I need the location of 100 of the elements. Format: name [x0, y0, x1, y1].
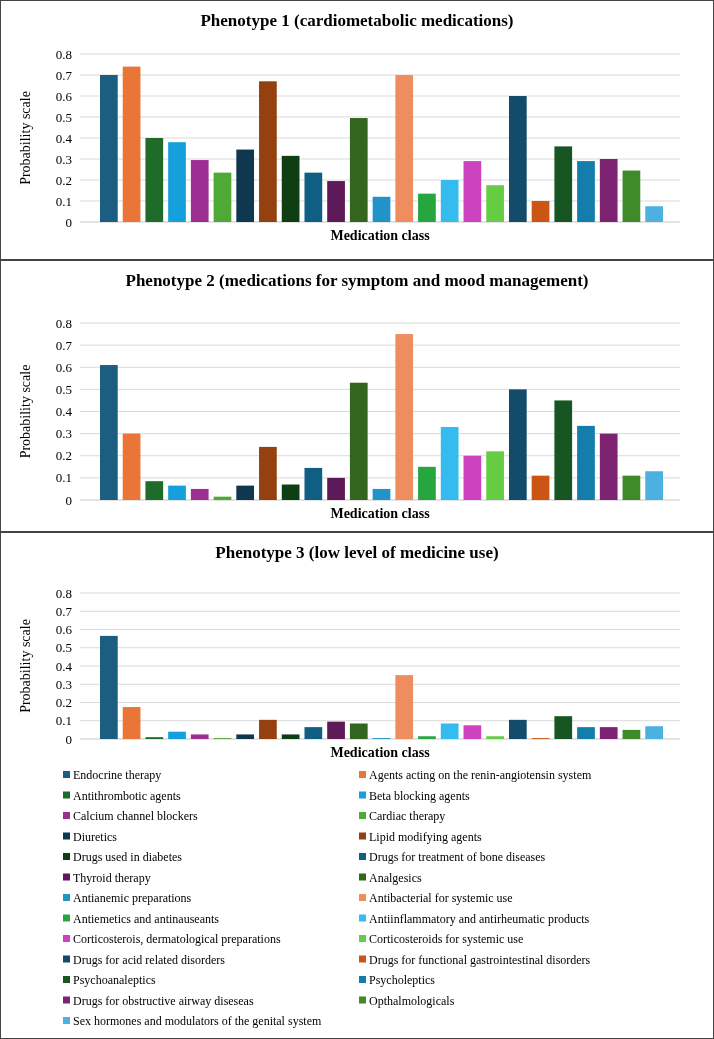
chart-title: Phenotype 1 (cardiometabolic medications) [200, 11, 514, 30]
bar [168, 485, 186, 500]
x-axis-title: Medication class [330, 745, 431, 760]
bar [508, 389, 527, 500]
bar [418, 193, 436, 222]
legend-label: Agents acting on the renin-angiotensin system [369, 768, 592, 782]
bar [327, 181, 345, 222]
bar [395, 334, 414, 500]
bar [168, 142, 186, 222]
bar [100, 365, 118, 500]
y-axis-title: Probability scale [18, 619, 33, 713]
bar [645, 206, 663, 222]
y-tick-label: 0 [65, 731, 72, 747]
legend-label: Psychoanaleptics [73, 973, 156, 987]
y-tick-label: 0.4 [55, 404, 73, 420]
bar [486, 185, 504, 222]
chart-title: Phenotype 3 (low level of medicine use) [215, 543, 499, 562]
bar [372, 488, 391, 500]
bar [622, 475, 641, 500]
bar [122, 707, 141, 739]
legend-label: Analgesics [369, 870, 422, 885]
y-tick-label: 0.3 [55, 151, 72, 167]
legend-label: Endocrine therapy [73, 768, 162, 782]
legend-label: Sex hormones and modulators of the genital system [73, 1014, 322, 1028]
bar [508, 719, 527, 739]
bar [554, 400, 573, 500]
bar [168, 731, 186, 739]
bar [463, 725, 482, 739]
legend-label: Drugs for acid related disorders [73, 952, 226, 967]
legend-label: Corticosterois, dermatological preparations [73, 932, 281, 946]
bar [440, 723, 459, 739]
legend-label: Antithrombotic agents [73, 788, 181, 803]
x-axis-title: Medication class [330, 228, 431, 243]
bar [645, 471, 663, 500]
y-tick-label: 0.6 [55, 359, 73, 375]
y-tick-label: 0.5 [55, 640, 72, 656]
y-tick-label: 0.1 [55, 713, 72, 729]
bar [145, 481, 164, 500]
legend-label: Calcium channel blockers [73, 809, 198, 823]
bar [190, 488, 209, 500]
legend-label: Drugs for functional gastrointestinal disorders [369, 952, 591, 967]
y-tick-label: 0.7 [55, 337, 73, 353]
bar [281, 155, 300, 222]
legend-label: Antiemetics and antinauseants [73, 911, 220, 926]
bar [577, 161, 595, 222]
bar [259, 719, 277, 739]
y-tick-label: 0.5 [55, 109, 72, 125]
legend-label: Lipid modifying agents [369, 829, 482, 844]
y-tick-label: 0.4 [55, 130, 73, 146]
bar [531, 475, 550, 500]
bar [554, 716, 573, 739]
x-axis-title: Medication class [330, 506, 431, 521]
legend-label: Antibacterial for systemic use [369, 891, 513, 905]
y-axis-title: Probability scale [18, 364, 33, 459]
y-tick-label: 0 [65, 492, 72, 508]
legend-label: Drugs for treatment of bone diseases [369, 850, 546, 864]
bar [304, 727, 323, 739]
bar [281, 484, 300, 500]
bar [349, 723, 368, 739]
bar [622, 170, 641, 222]
bar [463, 161, 482, 222]
bar [145, 138, 164, 222]
legend-label: Thyroid therapy [73, 870, 151, 885]
bar [122, 66, 141, 222]
bar [508, 96, 527, 222]
legend-label: Diuretics [73, 829, 118, 844]
bar [372, 196, 391, 222]
bar [418, 736, 436, 739]
bar [486, 451, 504, 500]
bar [395, 75, 414, 222]
bar [100, 75, 118, 222]
y-tick-label: 0.3 [55, 426, 72, 442]
legend-label: Corticosteroids for systemic use [369, 932, 524, 946]
bar [304, 172, 323, 222]
bar [531, 201, 550, 222]
bar [599, 433, 618, 500]
legend-label: Opthalmologicals [369, 993, 455, 1008]
y-tick-label: 0.8 [55, 585, 72, 601]
bar [327, 477, 345, 500]
bar [236, 485, 255, 500]
bar [440, 180, 459, 222]
y-tick-label: 0.6 [55, 88, 73, 104]
bar [259, 446, 277, 500]
y-tick-label: 0.1 [55, 193, 72, 209]
legend-label: Antiinflammatory and antirheumatic products [369, 911, 590, 926]
bar [122, 433, 141, 500]
bar [645, 726, 663, 739]
y-tick-label: 0.2 [55, 172, 72, 188]
bar [236, 149, 255, 222]
y-tick-label: 0.5 [55, 381, 72, 397]
bar [259, 81, 277, 222]
y-tick-label: 0.2 [55, 448, 72, 464]
bar [599, 727, 618, 739]
y-tick-label: 0.8 [55, 315, 72, 331]
bar [577, 425, 595, 500]
legend-label: Drugs for obstructive airway diseseas [73, 993, 254, 1008]
y-tick-label: 0.7 [55, 67, 73, 83]
bar [577, 727, 595, 739]
y-tick-label: 0.4 [55, 658, 73, 674]
bar [100, 635, 118, 739]
